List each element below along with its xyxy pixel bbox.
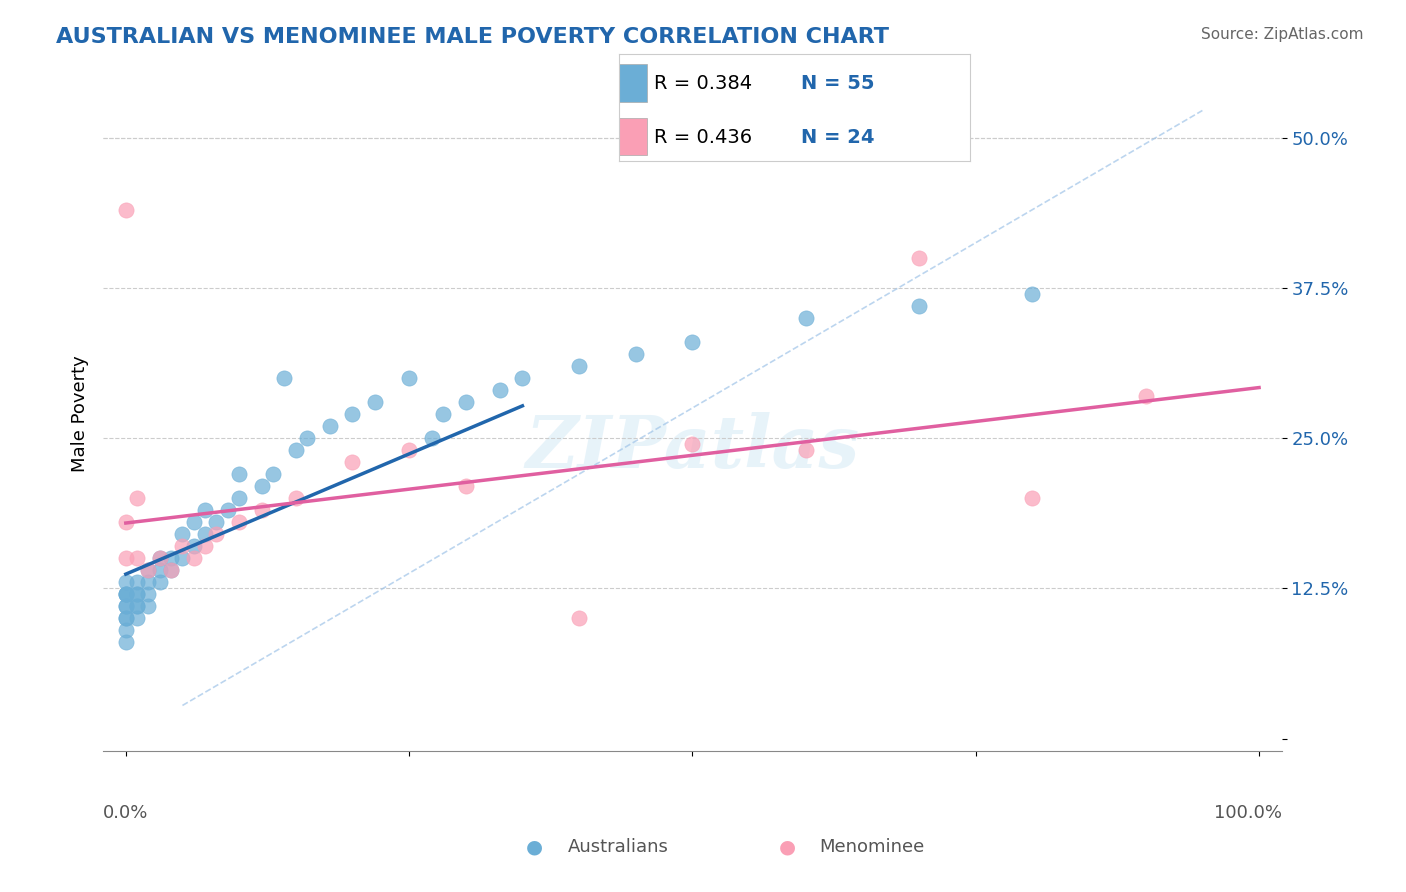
Point: [228, 491, 250, 505]
Point: [127, 587, 149, 601]
Point: [194, 539, 217, 553]
Y-axis label: Male Poverty: Male Poverty: [72, 356, 89, 473]
Point: [488, 383, 510, 397]
Point: [160, 563, 183, 577]
Point: [250, 503, 273, 517]
Point: [250, 479, 273, 493]
Point: [398, 443, 420, 458]
Text: R = 0.436: R = 0.436: [654, 128, 752, 146]
Point: [454, 479, 477, 493]
Point: [454, 395, 477, 409]
Point: [228, 515, 250, 529]
Point: [127, 599, 149, 614]
Point: [160, 551, 183, 566]
Point: [228, 467, 250, 481]
Point: [114, 515, 136, 529]
Text: N = 24: N = 24: [801, 128, 875, 146]
Point: [568, 611, 591, 625]
Text: Source: ZipAtlas.com: Source: ZipAtlas.com: [1201, 27, 1364, 42]
Point: [194, 503, 217, 517]
Point: [172, 551, 194, 566]
Point: [149, 575, 172, 590]
Point: [432, 407, 454, 421]
Point: [1021, 286, 1043, 301]
Point: [262, 467, 284, 481]
Point: [295, 431, 318, 445]
Point: [149, 551, 172, 566]
Point: [794, 443, 817, 458]
Point: [127, 611, 149, 625]
Point: [127, 587, 149, 601]
Text: R = 0.384: R = 0.384: [654, 74, 752, 93]
Point: [342, 407, 364, 421]
Point: [319, 419, 342, 434]
Point: [183, 551, 205, 566]
Point: [138, 563, 160, 577]
Point: [624, 347, 647, 361]
Point: [138, 563, 160, 577]
Point: [172, 527, 194, 541]
Point: [568, 359, 591, 373]
Point: [114, 611, 136, 625]
Point: [114, 575, 136, 590]
Text: ZIPatlas: ZIPatlas: [526, 412, 859, 483]
Text: Australians: Australians: [568, 838, 669, 856]
Point: [183, 515, 205, 529]
Point: [1021, 491, 1043, 505]
Point: [114, 624, 136, 638]
Point: [183, 539, 205, 553]
Point: [364, 395, 387, 409]
Point: [420, 431, 443, 445]
Point: [160, 563, 183, 577]
Point: [284, 443, 307, 458]
Point: [127, 551, 149, 566]
Point: [114, 635, 136, 649]
Point: [194, 527, 217, 541]
Point: [127, 575, 149, 590]
Point: [205, 515, 228, 529]
Point: [149, 551, 172, 566]
Point: [149, 563, 172, 577]
Text: 0.0%: 0.0%: [103, 805, 149, 822]
Text: AUSTRALIAN VS MENOMINEE MALE POVERTY CORRELATION CHART: AUSTRALIAN VS MENOMINEE MALE POVERTY COR…: [56, 27, 889, 46]
Text: ●: ●: [526, 838, 543, 856]
Point: [284, 491, 307, 505]
Point: [205, 527, 228, 541]
Text: 100.0%: 100.0%: [1213, 805, 1282, 822]
Point: [908, 299, 931, 313]
Point: [172, 539, 194, 553]
Point: [908, 251, 931, 265]
Point: [794, 310, 817, 325]
Point: [138, 599, 160, 614]
Point: [114, 551, 136, 566]
Point: [681, 334, 703, 349]
Point: [1135, 389, 1157, 403]
Point: [138, 587, 160, 601]
Point: [114, 587, 136, 601]
Text: ●: ●: [779, 838, 796, 856]
Point: [114, 599, 136, 614]
Text: N = 55: N = 55: [801, 74, 875, 93]
Point: [114, 587, 136, 601]
Point: [114, 202, 136, 217]
Point: [114, 611, 136, 625]
Point: [342, 455, 364, 469]
Point: [681, 437, 703, 451]
Point: [114, 587, 136, 601]
Point: [127, 599, 149, 614]
Bar: [619, 64, 647, 102]
Point: [138, 575, 160, 590]
Point: [114, 599, 136, 614]
Bar: [619, 118, 647, 155]
Point: [398, 371, 420, 385]
Point: [512, 371, 534, 385]
Point: [217, 503, 239, 517]
Text: Menominee: Menominee: [820, 838, 924, 856]
Point: [127, 491, 149, 505]
Point: [273, 371, 295, 385]
